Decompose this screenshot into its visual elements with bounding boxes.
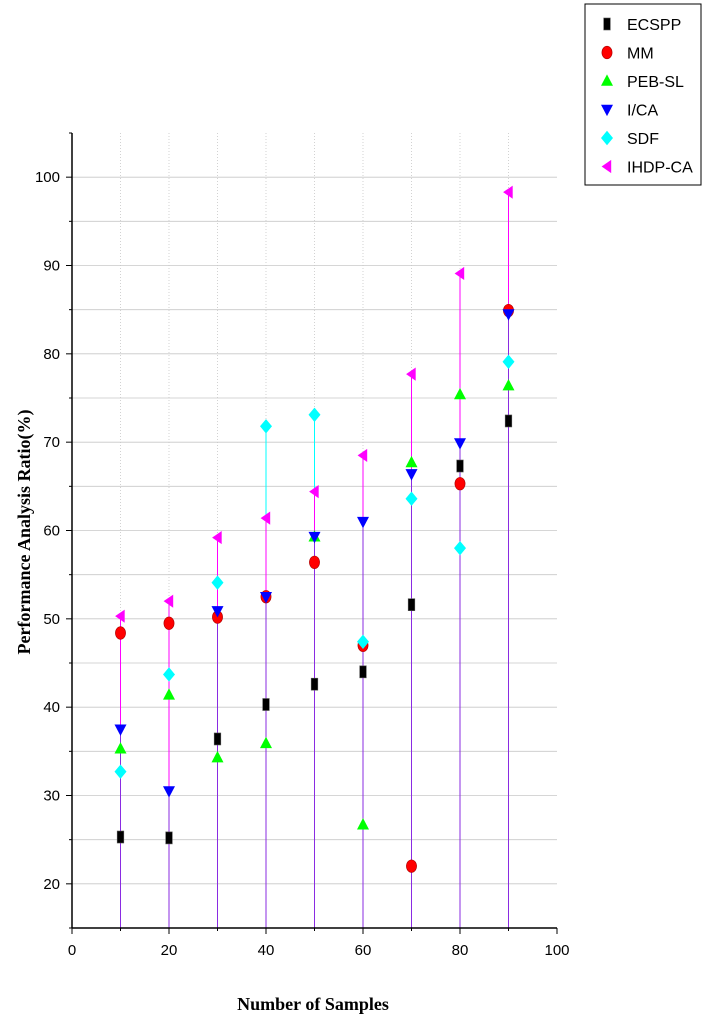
- marker-ecspp: [359, 665, 367, 679]
- marker-ihdp-ca: [454, 266, 465, 281]
- marker-peb-sl: [211, 750, 224, 763]
- marker-i-ca: [114, 724, 127, 736]
- marker-ihdp-ca: [260, 511, 271, 525]
- legend-marker: [603, 17, 611, 31]
- legend-label: IHDP-CA: [627, 160, 693, 177]
- marker-peb-sl: [405, 455, 418, 468]
- marker-ecspp: [310, 677, 319, 691]
- x-tick-label: 20: [161, 942, 178, 959]
- x-tick-label: 0: [68, 942, 76, 959]
- marker-sdf: [502, 354, 515, 369]
- data-markers: [114, 185, 515, 873]
- marker-ihdp-ca: [115, 609, 125, 623]
- axes: [66, 132, 558, 934]
- marker-ecspp: [165, 831, 173, 845]
- legend-marker: [601, 159, 612, 174]
- legend: ECSPP MM PEB-SL I/CA SDF IHDP-CA: [584, 3, 702, 186]
- marker-ihdp-ca: [503, 185, 513, 199]
- marker-sdf: [260, 419, 272, 434]
- marker-ihdp-ca: [212, 530, 222, 545]
- y-tick-label: 20: [43, 876, 60, 893]
- marker-ecspp: [213, 732, 222, 746]
- legend-label: MM: [627, 46, 654, 63]
- marker-peb-sl: [502, 379, 515, 391]
- legend-marker: [601, 45, 613, 60]
- x-axis-title: Number of Samples: [237, 994, 389, 1014]
- y-tick-label: 60: [43, 523, 60, 540]
- marker-sdf: [163, 667, 175, 682]
- x-tick-label: 80: [452, 942, 469, 959]
- marker-sdf: [405, 491, 418, 506]
- x-tick-label: 100: [544, 942, 569, 959]
- marker-ihdp-ca: [309, 485, 319, 499]
- legend-marker: [601, 130, 613, 146]
- marker-i-ca: [405, 469, 418, 481]
- legend-label: SDF: [627, 131, 659, 148]
- y-tick-label: 40: [43, 699, 60, 716]
- marker-ihdp-ca: [406, 367, 416, 381]
- legend-label: I/CA: [627, 103, 658, 120]
- marker-peb-sl: [260, 736, 272, 749]
- y-tick-label: 80: [43, 346, 60, 363]
- marker-sdf: [308, 407, 321, 422]
- y-tick-label: 70: [43, 434, 60, 451]
- marker-ihdp-ca: [357, 448, 368, 463]
- legend-marker: [601, 74, 613, 86]
- marker-ecspp: [504, 414, 513, 428]
- marker-peb-sl: [454, 387, 466, 400]
- marker-ecspp: [262, 698, 270, 711]
- marker-mm: [454, 477, 466, 491]
- marker-ecspp: [116, 830, 125, 844]
- marker-i-ca: [211, 606, 224, 618]
- marker-peb-sl: [357, 818, 369, 830]
- marker-sdf: [211, 575, 224, 590]
- marker-sdf: [454, 540, 466, 556]
- marker-i-ca: [260, 591, 272, 604]
- marker-i-ca: [308, 531, 321, 544]
- legend-marker: [601, 104, 613, 117]
- marker-i-ca: [163, 786, 175, 798]
- x-tick-label: 40: [258, 942, 275, 959]
- y-tick-label: 30: [43, 788, 60, 805]
- legend-label: ECSPP: [627, 17, 681, 34]
- marker-ecspp: [456, 459, 464, 473]
- y-tick-label: 90: [43, 258, 60, 275]
- marker-peb-sl: [114, 742, 127, 754]
- legend-label: PEB-SL: [627, 74, 684, 91]
- marker-mm: [406, 859, 417, 873]
- legend-box: [584, 3, 702, 186]
- y-tick-label: 50: [43, 611, 60, 628]
- tick-labels: 20 30 40 50 60 70 80 90 100 0 20 40 60 80 100: [35, 169, 570, 959]
- marker-mm: [163, 616, 175, 630]
- marker-sdf: [114, 764, 127, 779]
- marker-sdf: [357, 634, 369, 649]
- marker-i-ca: [454, 438, 466, 450]
- x-tick-label: 60: [355, 942, 372, 959]
- y-axis-title: Performance Analysis Ratio(%): [14, 410, 35, 655]
- marker-mm: [115, 626, 126, 640]
- marker-mm: [309, 555, 320, 569]
- marker-ihdp-ca: [163, 594, 174, 608]
- marker-peb-sl: [163, 688, 175, 700]
- marker-i-ca: [357, 516, 369, 529]
- marker-ecspp: [407, 598, 416, 612]
- y-tick-label: 100: [35, 169, 60, 186]
- grid: [72, 133, 557, 928]
- marker-i-ca: [502, 309, 515, 321]
